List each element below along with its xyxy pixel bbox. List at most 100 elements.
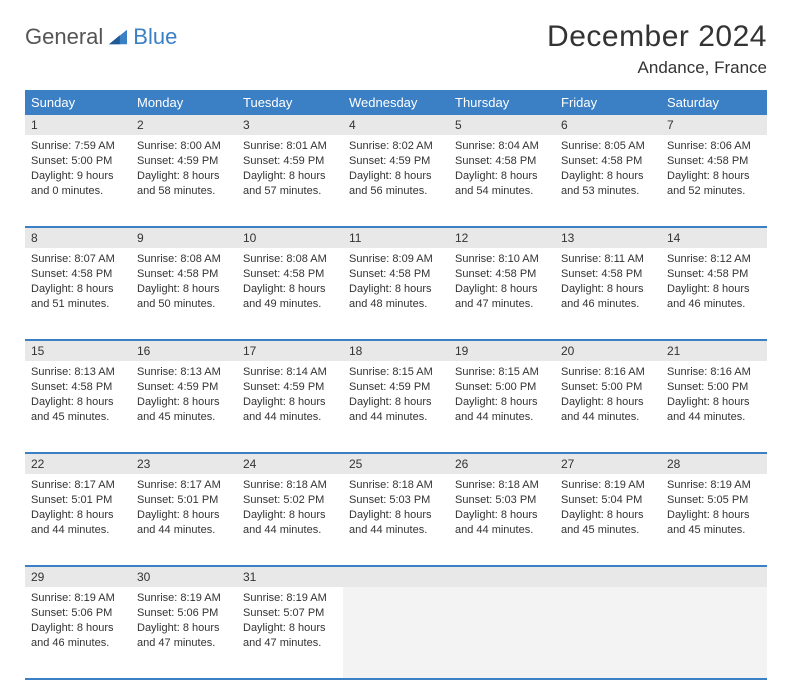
daynum-cell: 21 bbox=[661, 340, 767, 361]
day-number: 28 bbox=[661, 454, 767, 474]
day-number: 1 bbox=[25, 115, 131, 135]
day-number: 12 bbox=[449, 228, 555, 248]
day-cell-body: Sunrise: 8:19 AMSunset: 5:04 PMDaylight:… bbox=[555, 474, 661, 543]
sunset-line: Sunset: 4:59 PM bbox=[137, 154, 231, 169]
day-cell-body: Sunrise: 8:00 AMSunset: 4:59 PMDaylight:… bbox=[131, 135, 237, 204]
daylight-line: Daylight: 8 hours and 46 minutes. bbox=[561, 282, 655, 312]
daynum-cell: 7 bbox=[661, 115, 767, 135]
day-header: Monday bbox=[131, 90, 237, 115]
sunrise-line: Sunrise: 8:02 AM bbox=[349, 139, 443, 154]
sunrise-line: Sunrise: 8:19 AM bbox=[31, 591, 125, 606]
sunset-line: Sunset: 4:58 PM bbox=[243, 267, 337, 282]
sunrise-line: Sunrise: 8:04 AM bbox=[455, 139, 549, 154]
sunset-line: Sunset: 4:59 PM bbox=[137, 380, 231, 395]
daynum-cell bbox=[661, 566, 767, 587]
daynum-cell: 20 bbox=[555, 340, 661, 361]
sunset-line: Sunset: 4:58 PM bbox=[349, 267, 443, 282]
day-cell: Sunrise: 8:17 AMSunset: 5:01 PMDaylight:… bbox=[131, 474, 237, 566]
sunrise-line: Sunrise: 8:18 AM bbox=[455, 478, 549, 493]
logo-word-1: General bbox=[25, 24, 103, 50]
sunrise-line: Sunrise: 8:19 AM bbox=[561, 478, 655, 493]
day-cell: Sunrise: 8:18 AMSunset: 5:03 PMDaylight:… bbox=[343, 474, 449, 566]
day-cell-body: Sunrise: 8:05 AMSunset: 4:58 PMDaylight:… bbox=[555, 135, 661, 204]
day-number: 11 bbox=[343, 228, 449, 248]
sunrise-line: Sunrise: 8:10 AM bbox=[455, 252, 549, 267]
day-number: 10 bbox=[237, 228, 343, 248]
daylight-line: Daylight: 8 hours and 45 minutes. bbox=[667, 508, 761, 538]
sunrise-line: Sunrise: 8:17 AM bbox=[31, 478, 125, 493]
sunset-line: Sunset: 5:03 PM bbox=[349, 493, 443, 508]
day-cell-body: Sunrise: 8:18 AMSunset: 5:02 PMDaylight:… bbox=[237, 474, 343, 543]
sunrise-line: Sunrise: 8:19 AM bbox=[137, 591, 231, 606]
daylight-line: Daylight: 8 hours and 45 minutes. bbox=[31, 395, 125, 425]
daynum-cell: 26 bbox=[449, 453, 555, 474]
sunrise-line: Sunrise: 8:19 AM bbox=[667, 478, 761, 493]
day-number: 19 bbox=[449, 341, 555, 361]
day-number: 29 bbox=[25, 567, 131, 587]
daylight-line: Daylight: 8 hours and 53 minutes. bbox=[561, 169, 655, 199]
sunrise-line: Sunrise: 8:05 AM bbox=[561, 139, 655, 154]
day-cell: Sunrise: 8:19 AMSunset: 5:07 PMDaylight:… bbox=[237, 587, 343, 679]
sunrise-line: Sunrise: 8:16 AM bbox=[667, 365, 761, 380]
sunset-line: Sunset: 5:02 PM bbox=[243, 493, 337, 508]
location-label: Andance, France bbox=[547, 58, 767, 78]
title-block: December 2024 Andance, France bbox=[547, 20, 767, 78]
week-row: Sunrise: 8:07 AMSunset: 4:58 PMDaylight:… bbox=[25, 248, 767, 340]
daylight-line: Daylight: 8 hours and 51 minutes. bbox=[31, 282, 125, 312]
daynum-cell: 1 bbox=[25, 115, 131, 135]
daylight-line: Daylight: 8 hours and 44 minutes. bbox=[455, 508, 549, 538]
daynum-cell: 23 bbox=[131, 453, 237, 474]
day-cell: Sunrise: 8:17 AMSunset: 5:01 PMDaylight:… bbox=[25, 474, 131, 566]
day-cell-body: Sunrise: 8:09 AMSunset: 4:58 PMDaylight:… bbox=[343, 248, 449, 317]
day-cell-body: Sunrise: 8:01 AMSunset: 4:59 PMDaylight:… bbox=[237, 135, 343, 204]
day-cell-body: Sunrise: 8:15 AMSunset: 4:59 PMDaylight:… bbox=[343, 361, 449, 430]
daynum-cell: 18 bbox=[343, 340, 449, 361]
daynum-cell: 14 bbox=[661, 227, 767, 248]
day-number: 26 bbox=[449, 454, 555, 474]
day-number: 31 bbox=[237, 567, 343, 587]
sunset-line: Sunset: 5:03 PM bbox=[455, 493, 549, 508]
day-number: 17 bbox=[237, 341, 343, 361]
sunrise-line: Sunrise: 8:19 AM bbox=[243, 591, 337, 606]
week-row: Sunrise: 8:13 AMSunset: 4:58 PMDaylight:… bbox=[25, 361, 767, 453]
sunset-line: Sunset: 4:58 PM bbox=[561, 267, 655, 282]
day-cell-body: Sunrise: 8:08 AMSunset: 4:58 PMDaylight:… bbox=[131, 248, 237, 317]
day-cell-body: Sunrise: 8:17 AMSunset: 5:01 PMDaylight:… bbox=[25, 474, 131, 543]
daynum-row: 293031 bbox=[25, 566, 767, 587]
day-number: 18 bbox=[343, 341, 449, 361]
sunset-line: Sunset: 5:05 PM bbox=[667, 493, 761, 508]
sunrise-line: Sunrise: 8:07 AM bbox=[31, 252, 125, 267]
daylight-line: Daylight: 8 hours and 47 minutes. bbox=[243, 621, 337, 651]
daylight-line: Daylight: 8 hours and 44 minutes. bbox=[667, 395, 761, 425]
daylight-line: Daylight: 8 hours and 46 minutes. bbox=[667, 282, 761, 312]
sunrise-line: Sunrise: 8:00 AM bbox=[137, 139, 231, 154]
calendar-table: Sunday Monday Tuesday Wednesday Thursday… bbox=[25, 90, 767, 680]
daylight-line: Daylight: 8 hours and 56 minutes. bbox=[349, 169, 443, 199]
day-number: 25 bbox=[343, 454, 449, 474]
sunrise-line: Sunrise: 7:59 AM bbox=[31, 139, 125, 154]
sunset-line: Sunset: 5:00 PM bbox=[455, 380, 549, 395]
sunset-line: Sunset: 5:06 PM bbox=[137, 606, 231, 621]
day-cell: Sunrise: 8:19 AMSunset: 5:05 PMDaylight:… bbox=[661, 474, 767, 566]
day-cell-body: Sunrise: 8:14 AMSunset: 4:59 PMDaylight:… bbox=[237, 361, 343, 430]
daylight-line: Daylight: 8 hours and 54 minutes. bbox=[455, 169, 549, 199]
logo: General Blue bbox=[25, 24, 177, 50]
day-cell-body: Sunrise: 8:18 AMSunset: 5:03 PMDaylight:… bbox=[449, 474, 555, 543]
day-header-row: Sunday Monday Tuesday Wednesday Thursday… bbox=[25, 90, 767, 115]
header: General Blue December 2024 Andance, Fran… bbox=[25, 20, 767, 78]
day-cell-body: Sunrise: 8:19 AMSunset: 5:06 PMDaylight:… bbox=[131, 587, 237, 656]
daynum-cell: 24 bbox=[237, 453, 343, 474]
day-number: 14 bbox=[661, 228, 767, 248]
day-cell bbox=[449, 587, 555, 679]
day-number: 20 bbox=[555, 341, 661, 361]
week-row: Sunrise: 8:19 AMSunset: 5:06 PMDaylight:… bbox=[25, 587, 767, 679]
day-cell: Sunrise: 8:10 AMSunset: 4:58 PMDaylight:… bbox=[449, 248, 555, 340]
sunrise-line: Sunrise: 8:16 AM bbox=[561, 365, 655, 380]
sunrise-line: Sunrise: 8:18 AM bbox=[243, 478, 337, 493]
daylight-line: Daylight: 8 hours and 57 minutes. bbox=[243, 169, 337, 199]
daynum-cell: 6 bbox=[555, 115, 661, 135]
daylight-line: Daylight: 8 hours and 44 minutes. bbox=[31, 508, 125, 538]
day-number: 16 bbox=[131, 341, 237, 361]
daynum-cell: 17 bbox=[237, 340, 343, 361]
day-number: 9 bbox=[131, 228, 237, 248]
